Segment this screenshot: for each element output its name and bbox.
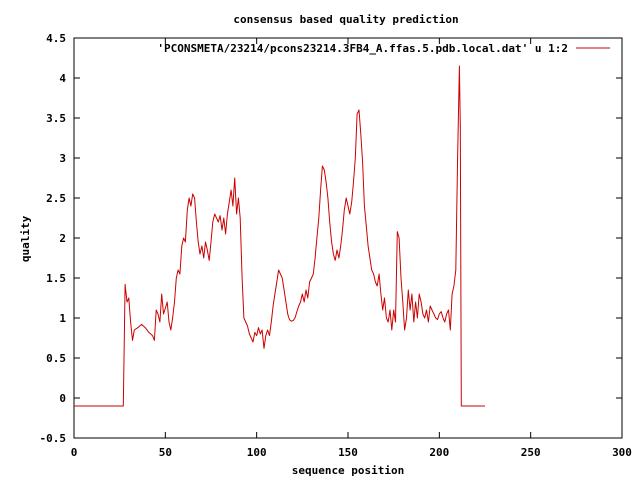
y-ticks: -0.5 0 0.5 1 1.5 2 2.5 3 3.5 4 4.5: [40, 32, 622, 445]
y-tick-label: 4.5: [46, 32, 66, 45]
chart-title: consensus based quality prediction: [233, 13, 458, 26]
plot-area-border: [73, 37, 623, 439]
x-tick-label: 0: [71, 446, 78, 459]
y-tick-label: 3.5: [46, 112, 66, 125]
legend-label: 'PCONSMETA/23214/pcons23214.3FB4_A.ffas.…: [157, 42, 568, 55]
x-tick-label: 200: [429, 446, 449, 459]
x-ticks: 0 50 100 150 200 250 300: [71, 38, 632, 459]
y-tick-label: 4: [59, 72, 66, 85]
y-tick-label: 1: [59, 312, 66, 325]
x-axis-label: sequence position: [292, 464, 405, 477]
y-tick-label: -0.5: [40, 432, 67, 445]
y-tick-label: 0.5: [46, 352, 66, 365]
series-group: [74, 65, 485, 407]
y-axis-label-group: quality: [19, 215, 32, 262]
x-tick-label: 300: [612, 446, 632, 459]
legend: 'PCONSMETA/23214/pcons23214.3FB4_A.ffas.…: [157, 42, 610, 55]
x-tick-label: 100: [247, 446, 267, 459]
y-tick-label: 1.5: [46, 272, 66, 285]
y-tick-label: 2.5: [46, 192, 66, 205]
y-tick-label: 3: [59, 152, 66, 165]
y-axis-label: quality: [19, 215, 32, 262]
series-line-0: [74, 65, 485, 407]
x-tick-label: 50: [159, 446, 172, 459]
y-tick-label: 2: [59, 232, 66, 245]
y-tick-label: 0: [59, 392, 66, 405]
x-tick-label: 150: [338, 446, 358, 459]
x-tick-label: 250: [521, 446, 541, 459]
